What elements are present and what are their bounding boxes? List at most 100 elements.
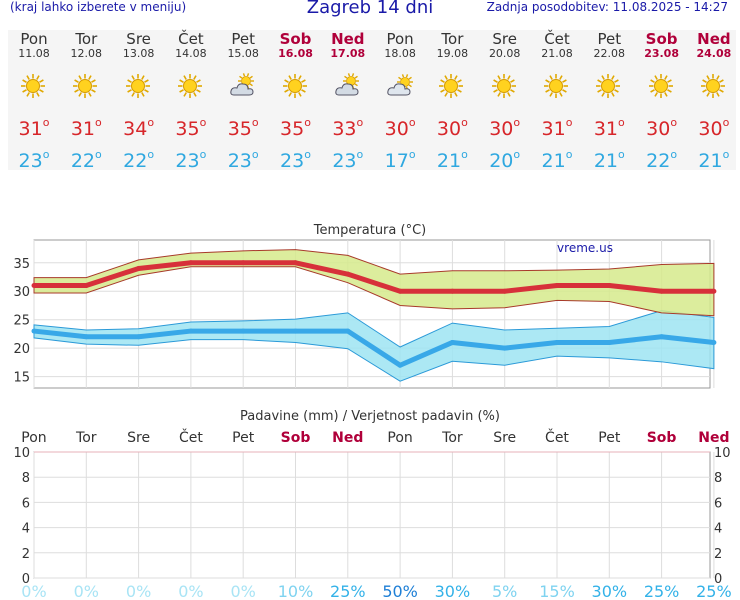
min-temp-value: 20 — [489, 150, 514, 172]
min-temp-point — [293, 328, 298, 334]
sun-icon — [60, 60, 112, 110]
partly-cloudy-icon — [217, 60, 269, 110]
max-temp-point — [293, 260, 298, 266]
min-temp: 23o — [332, 148, 364, 172]
day-name: Čet — [178, 30, 204, 48]
max-temp: 30o — [646, 116, 678, 140]
sun-icon — [426, 60, 478, 110]
min-temp: 22o — [646, 148, 678, 172]
max-temp: 31o — [593, 116, 625, 140]
precip-day-label: Sob — [281, 430, 311, 446]
max-temp-point — [397, 288, 403, 294]
max-temp: 34o — [123, 116, 155, 140]
sun-icon — [583, 60, 635, 110]
sun-icon — [113, 60, 165, 110]
sun-icon — [479, 60, 531, 110]
temp-y-tick: 35 — [13, 257, 30, 272]
day-date: 15.08 — [227, 47, 259, 60]
day-name: Sre — [126, 30, 151, 48]
precip-day-label: Pon — [387, 430, 412, 446]
precip-y-tick-right: 0 — [714, 572, 722, 587]
max-temp-value: 30 — [489, 118, 514, 140]
forecast-day: Pon 11.08 31o 23o — [8, 30, 60, 174]
max-temp-point — [345, 271, 351, 277]
precip-y-tick-right: 10 — [714, 446, 731, 461]
min-temp: 21o — [698, 148, 730, 172]
max-temp-value: 31 — [70, 118, 96, 140]
min-temp-point — [136, 334, 142, 340]
max-temp: 30o — [436, 116, 468, 140]
min-temp-point — [711, 339, 717, 345]
precip-probability-label: 15% — [539, 582, 575, 600]
precip-y-tick-right: 4 — [714, 522, 722, 537]
min-temp-point — [397, 362, 403, 368]
max-temp-point — [606, 283, 612, 289]
min-temp: 23o — [18, 148, 50, 172]
precip-probability-label: 0% — [231, 582, 256, 600]
max-temp-value: 31 — [18, 118, 43, 140]
day-name: Tor — [441, 30, 464, 48]
max-temp-value: 33 — [332, 118, 357, 140]
sun-icon — [688, 60, 740, 110]
precip-day-label: Pon — [21, 430, 46, 446]
precip-y-tick-right: 6 — [714, 496, 722, 511]
precip-probability-label: 0% — [178, 582, 203, 600]
min-temp: 20o — [489, 148, 521, 172]
min-temp: 23o — [280, 148, 311, 172]
precip-y-tick-left: 0 — [22, 572, 30, 587]
max-temp-value: 34 — [123, 118, 148, 140]
precip-probability-label: 25% — [644, 582, 680, 600]
day-date: 14.08 — [175, 47, 207, 60]
day-name: Sob — [645, 30, 678, 48]
precip-probability-label: 30% — [592, 582, 628, 600]
min-temp: 22o — [70, 148, 102, 172]
temp-y-tick: 15 — [13, 371, 30, 386]
forecast-day: Sob 23.08 30o 22o — [636, 30, 688, 174]
forecast-day: Ned 24.08 30o 21o — [688, 30, 740, 174]
precip-y-tick-right: 8 — [714, 471, 722, 486]
precip-day-label: Pet — [232, 430, 255, 446]
max-temp: 31o — [70, 116, 102, 140]
min-temp-value: 21 — [541, 150, 566, 172]
min-temp-value: 23 — [332, 150, 357, 172]
min-temp-point — [240, 328, 246, 334]
day-name: Pet — [597, 30, 622, 48]
forecast-day: Sob 16.08 35o 23o — [270, 30, 322, 174]
precip-y-tick-left: 6 — [22, 496, 30, 511]
precip-day-label: Sre — [127, 430, 150, 446]
min-temp: 21o — [436, 148, 468, 172]
min-temp-value: 21 — [593, 150, 619, 172]
min-temp-value: 17 — [384, 150, 409, 172]
min-temp-value: 23 — [227, 150, 252, 172]
max-temp-value: 35 — [280, 118, 305, 140]
forecast-day: Čet 14.08 35o 23o — [165, 30, 217, 174]
min-temp-line — [33, 328, 715, 368]
max-temp-value: 30 — [698, 118, 723, 140]
max-temp-value: 31 — [541, 118, 566, 140]
precip-day-label: Čet — [545, 428, 569, 446]
day-date: 23.08 — [644, 47, 679, 60]
page-title: Zagreb 14 dni — [306, 0, 434, 18]
sun-icon — [165, 60, 217, 110]
max-temp: 31o — [541, 116, 573, 140]
sun-icon — [8, 60, 60, 110]
location-menu-link[interactable]: (kraj lahko izberete v meniju) — [10, 0, 187, 14]
sun-icon — [270, 60, 322, 110]
day-date: 11.08 — [18, 47, 50, 60]
min-temp: 21o — [593, 148, 625, 172]
forecast-day: Tor 12.08 31o 22o — [60, 30, 112, 174]
precip-y-tick-left: 4 — [22, 522, 30, 537]
min-temp-point — [83, 334, 89, 340]
precip-y-tick-left: 10 — [13, 446, 30, 461]
precip-probability-label: 10% — [278, 582, 314, 600]
max-temp-point — [240, 260, 246, 266]
max-temp-point — [502, 288, 508, 294]
day-name: Sre — [492, 30, 517, 48]
day-date: 18.08 — [384, 47, 416, 60]
precip-day-label: Ned — [698, 430, 729, 446]
precip-y-tick-left: 8 — [22, 471, 30, 486]
max-temp: 31o — [18, 116, 50, 140]
max-temp: 33o — [332, 116, 364, 140]
temp-y-tick: 30 — [13, 285, 30, 300]
